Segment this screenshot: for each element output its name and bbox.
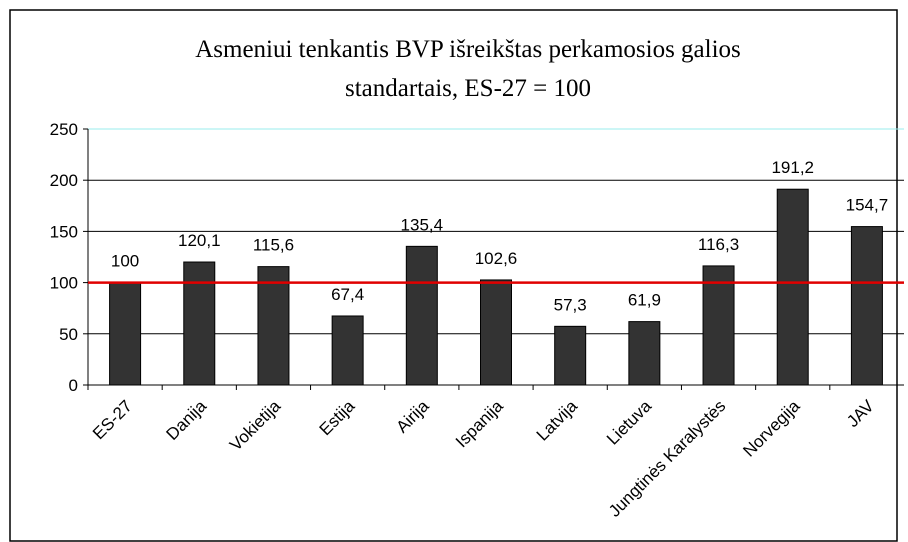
bar xyxy=(554,325,587,386)
bar xyxy=(109,282,142,386)
bar xyxy=(776,188,809,386)
bar xyxy=(405,245,438,386)
y-tick-label: 0 xyxy=(69,376,78,395)
bar xyxy=(183,261,216,386)
value-label: 154,7 xyxy=(846,196,889,215)
value-label: 57,3 xyxy=(554,295,587,314)
value-label: 116,3 xyxy=(698,235,739,254)
y-tick-label: 100 xyxy=(50,274,78,293)
value-label: 191,2 xyxy=(771,158,814,177)
y-tick-label: 50 xyxy=(59,325,78,344)
bar xyxy=(480,279,512,386)
value-label: 67,4 xyxy=(331,285,364,304)
chart-border xyxy=(9,9,898,542)
bar xyxy=(257,266,290,386)
chart-title: standartais, ES-27 = 100 xyxy=(345,75,591,102)
chart-title: Asmeniui tenkantis BVP išreikštas perkam… xyxy=(195,36,741,63)
bar xyxy=(850,226,883,386)
y-tick-label: 150 xyxy=(50,222,78,241)
value-label: 100 xyxy=(111,252,139,271)
bar xyxy=(331,315,364,386)
bar xyxy=(628,321,661,386)
value-label: 120,1 xyxy=(178,231,221,250)
value-label: 115,6 xyxy=(253,236,294,255)
y-tick-label: 250 xyxy=(50,120,78,139)
value-label: 102,6 xyxy=(475,249,518,268)
value-label: 61,9 xyxy=(628,291,661,310)
y-tick-label: 200 xyxy=(50,171,78,190)
value-label: 135,4 xyxy=(401,215,444,234)
